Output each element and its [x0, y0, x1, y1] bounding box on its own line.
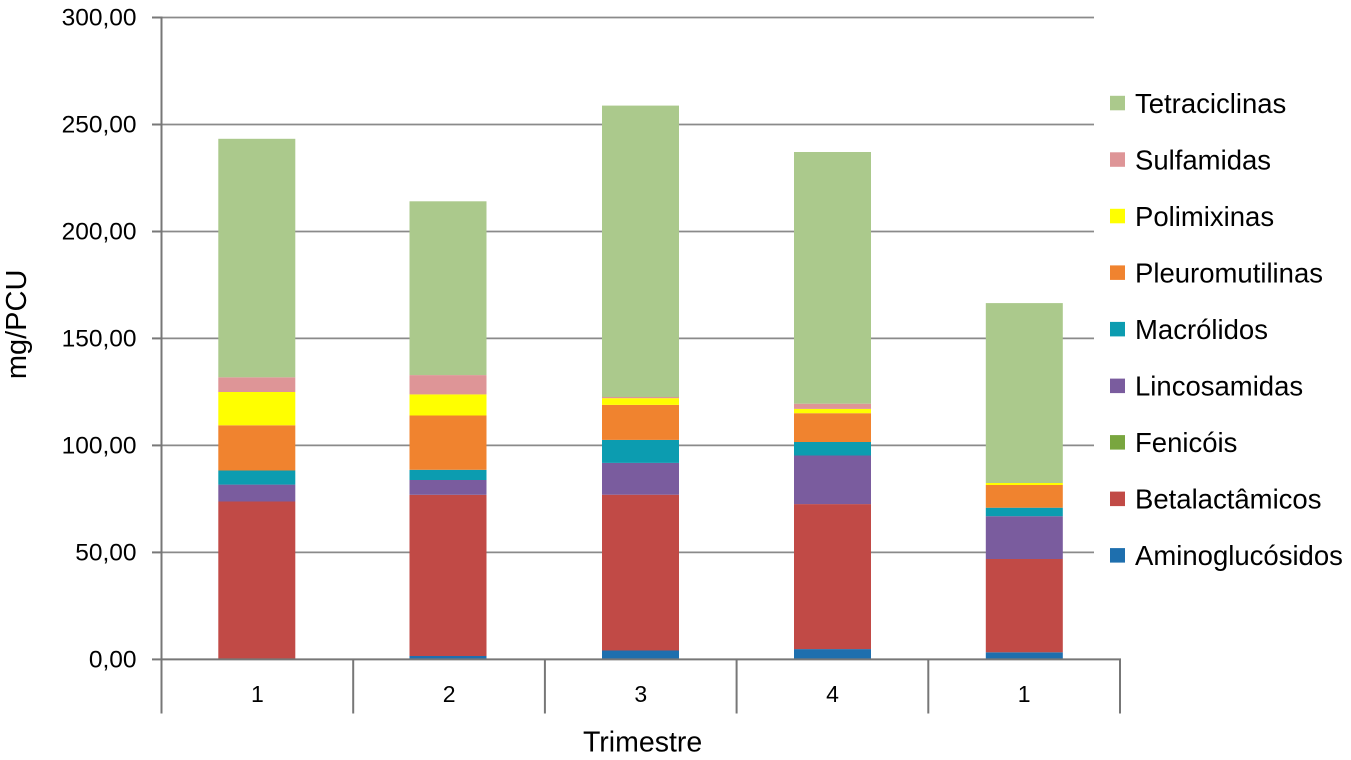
svg-text:Fenicóis: Fenicóis [1135, 427, 1237, 458]
svg-text:100,00: 100,00 [62, 433, 137, 460]
svg-text:250,00: 250,00 [62, 112, 137, 139]
svg-text:Betalactâmicos: Betalactâmicos [1135, 484, 1321, 515]
svg-text:1: 1 [251, 681, 264, 707]
svg-text:Lincosamidas: Lincosamidas [1135, 371, 1303, 402]
svg-text:Tetraciclinas: Tetraciclinas [1135, 88, 1286, 119]
svg-text:Sulfamidas: Sulfamidas [1135, 144, 1271, 175]
svg-text:2: 2 [443, 681, 456, 707]
svg-text:Polimixinas: Polimixinas [1135, 201, 1274, 232]
svg-text:300,00: 300,00 [62, 5, 137, 32]
svg-text:150,00: 150,00 [62, 326, 137, 353]
svg-text:200,00: 200,00 [62, 219, 137, 246]
svg-text:Trimestre: Trimestre [583, 727, 702, 759]
svg-text:50,00: 50,00 [75, 540, 136, 567]
svg-text:Macrólidos: Macrólidos [1135, 314, 1268, 345]
svg-text:mg/PCU: mg/PCU [1, 270, 33, 380]
svg-text:Aminoglucósidos: Aminoglucósidos [1135, 540, 1343, 571]
svg-text:4: 4 [826, 681, 839, 707]
svg-text:0,00: 0,00 [89, 647, 137, 674]
svg-text:1: 1 [1018, 681, 1031, 707]
svg-text:3: 3 [634, 681, 647, 707]
svg-text:Pleuromutilinas: Pleuromutilinas [1135, 258, 1323, 289]
